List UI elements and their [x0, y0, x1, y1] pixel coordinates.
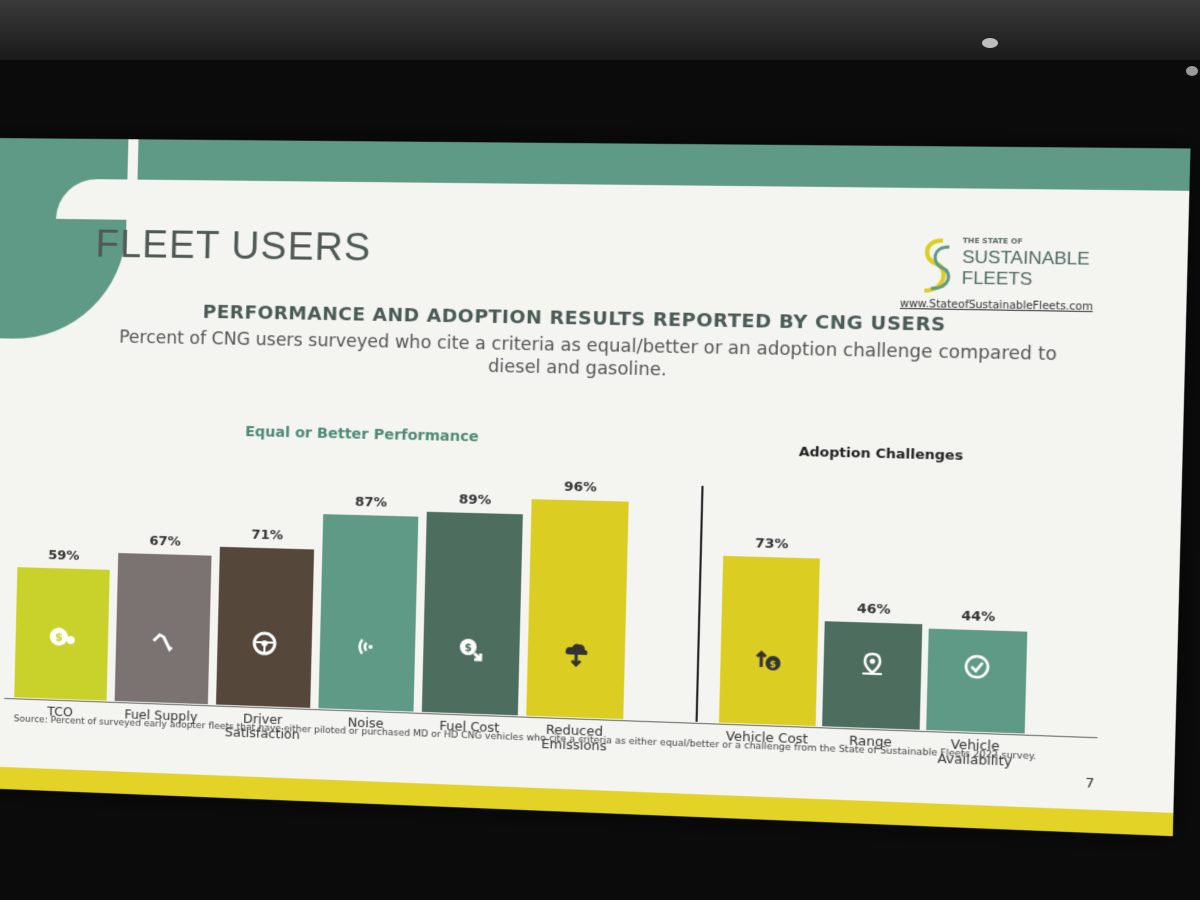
cloud-icon [562, 640, 590, 668]
bar [422, 512, 523, 715]
logo-line2: FLEETS [961, 268, 1032, 290]
dollar-up-icon: $ [755, 646, 784, 674]
page-number: 7 [1085, 776, 1095, 792]
steering-wheel-icon [251, 630, 278, 657]
data-label: 59% [14, 547, 115, 565]
group-label-performance: Equal or Better Performance [245, 424, 479, 446]
dollar-coins-icon: $ [48, 623, 75, 650]
group-label-challenges: Adoption Challenges [799, 445, 964, 464]
bar [216, 547, 314, 708]
bar [926, 629, 1027, 734]
data-label: 67% [114, 532, 216, 550]
chart-divider [696, 486, 704, 722]
check-circle-icon [962, 653, 991, 681]
data-label: 73% [718, 535, 826, 554]
logo-top-text: THE STATE OF [963, 237, 1023, 246]
slide-title: FLEET USERS [95, 223, 372, 270]
data-label: 96% [528, 478, 634, 496]
footer-band [0, 766, 1173, 836]
location-pin-icon [858, 649, 887, 677]
slide: FLEET USERS THE STATE OF SUSTAINABLE FLE… [0, 138, 1190, 836]
sound-waves-icon [354, 633, 382, 660]
svg-text:$: $ [769, 660, 776, 671]
data-label: 46% [819, 600, 928, 619]
svg-text:$: $ [464, 643, 472, 655]
dollar-down-icon: $ [457, 636, 485, 663]
bar [526, 499, 628, 719]
logo-mark-icon [911, 236, 956, 295]
bar [318, 514, 418, 712]
data-label: 44% [923, 608, 1033, 627]
data-label: 87% [319, 493, 423, 511]
logo-line1: SUSTAINABLE [962, 247, 1090, 270]
data-label: 71% [216, 526, 319, 544]
data-label: 89% [423, 491, 528, 509]
bar [719, 556, 820, 726]
svg-text:$: $ [55, 630, 63, 643]
decorative-square [67, 265, 75, 273]
fuel-nozzle-icon [149, 627, 176, 654]
